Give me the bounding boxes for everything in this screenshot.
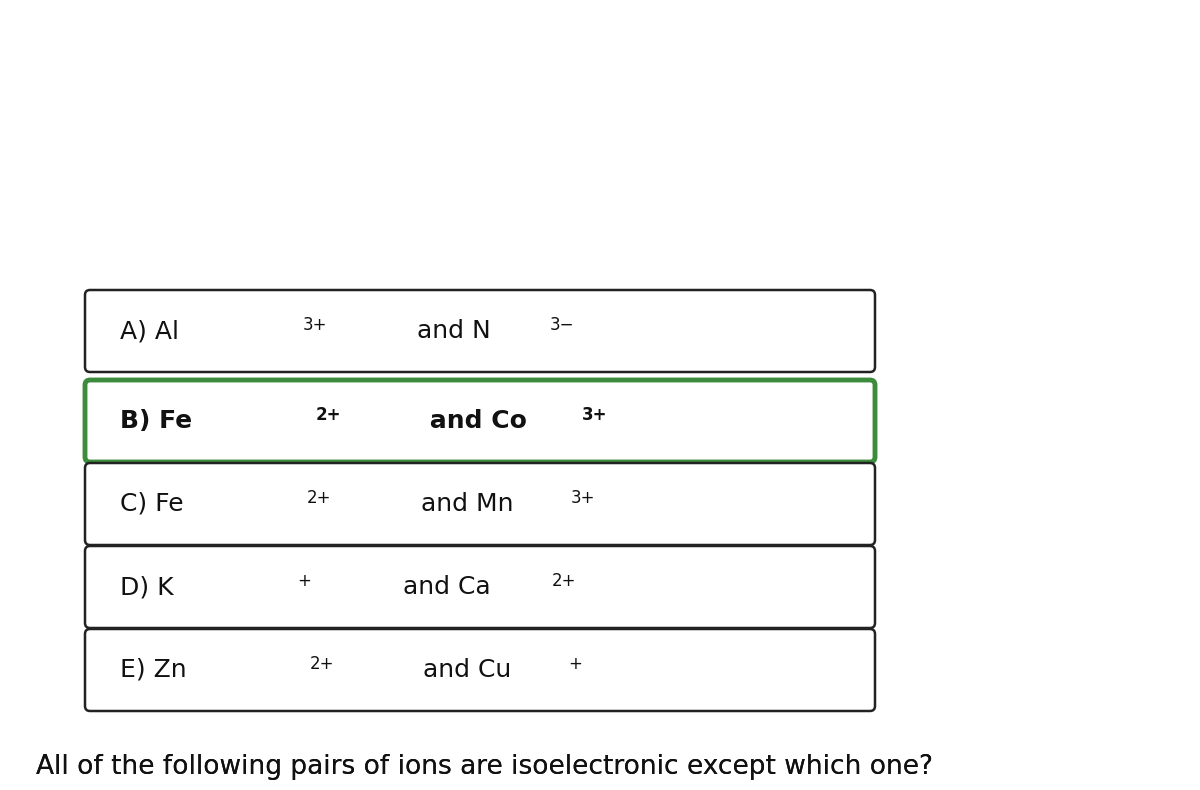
- Text: and Co: and Co: [421, 409, 527, 433]
- Text: and Mn: and Mn: [413, 492, 514, 516]
- Text: and N: and N: [409, 319, 491, 343]
- Text: D) K: D) K: [120, 575, 174, 599]
- Text: B) Fe: B) Fe: [120, 409, 192, 433]
- Text: and Ca: and Ca: [395, 575, 491, 599]
- Text: 3+: 3+: [302, 316, 326, 334]
- Text: +: +: [298, 572, 311, 590]
- Text: 3+: 3+: [582, 406, 608, 424]
- Text: +: +: [569, 655, 582, 673]
- Text: 2+: 2+: [552, 572, 576, 590]
- FancyBboxPatch shape: [85, 463, 875, 545]
- Text: 3+: 3+: [571, 489, 595, 507]
- FancyBboxPatch shape: [85, 546, 875, 628]
- FancyBboxPatch shape: [85, 629, 875, 711]
- Text: All of the following pairs of ions are isoelectronic except which one?: All of the following pairs of ions are i…: [36, 754, 934, 781]
- FancyBboxPatch shape: [85, 290, 875, 372]
- Text: 2+: 2+: [307, 489, 331, 507]
- Text: 2+: 2+: [316, 406, 341, 424]
- Text: All of the following pairs of ions are isoelectronic except which one?: All of the following pairs of ions are i…: [36, 754, 934, 781]
- FancyBboxPatch shape: [85, 380, 875, 462]
- Text: E) Zn: E) Zn: [120, 658, 187, 682]
- Text: C) Fe: C) Fe: [120, 492, 184, 516]
- Text: 3−: 3−: [550, 316, 574, 334]
- Text: 2+: 2+: [310, 655, 335, 673]
- Text: A) Al: A) Al: [120, 319, 179, 343]
- Text: and Cu: and Cu: [415, 658, 511, 682]
